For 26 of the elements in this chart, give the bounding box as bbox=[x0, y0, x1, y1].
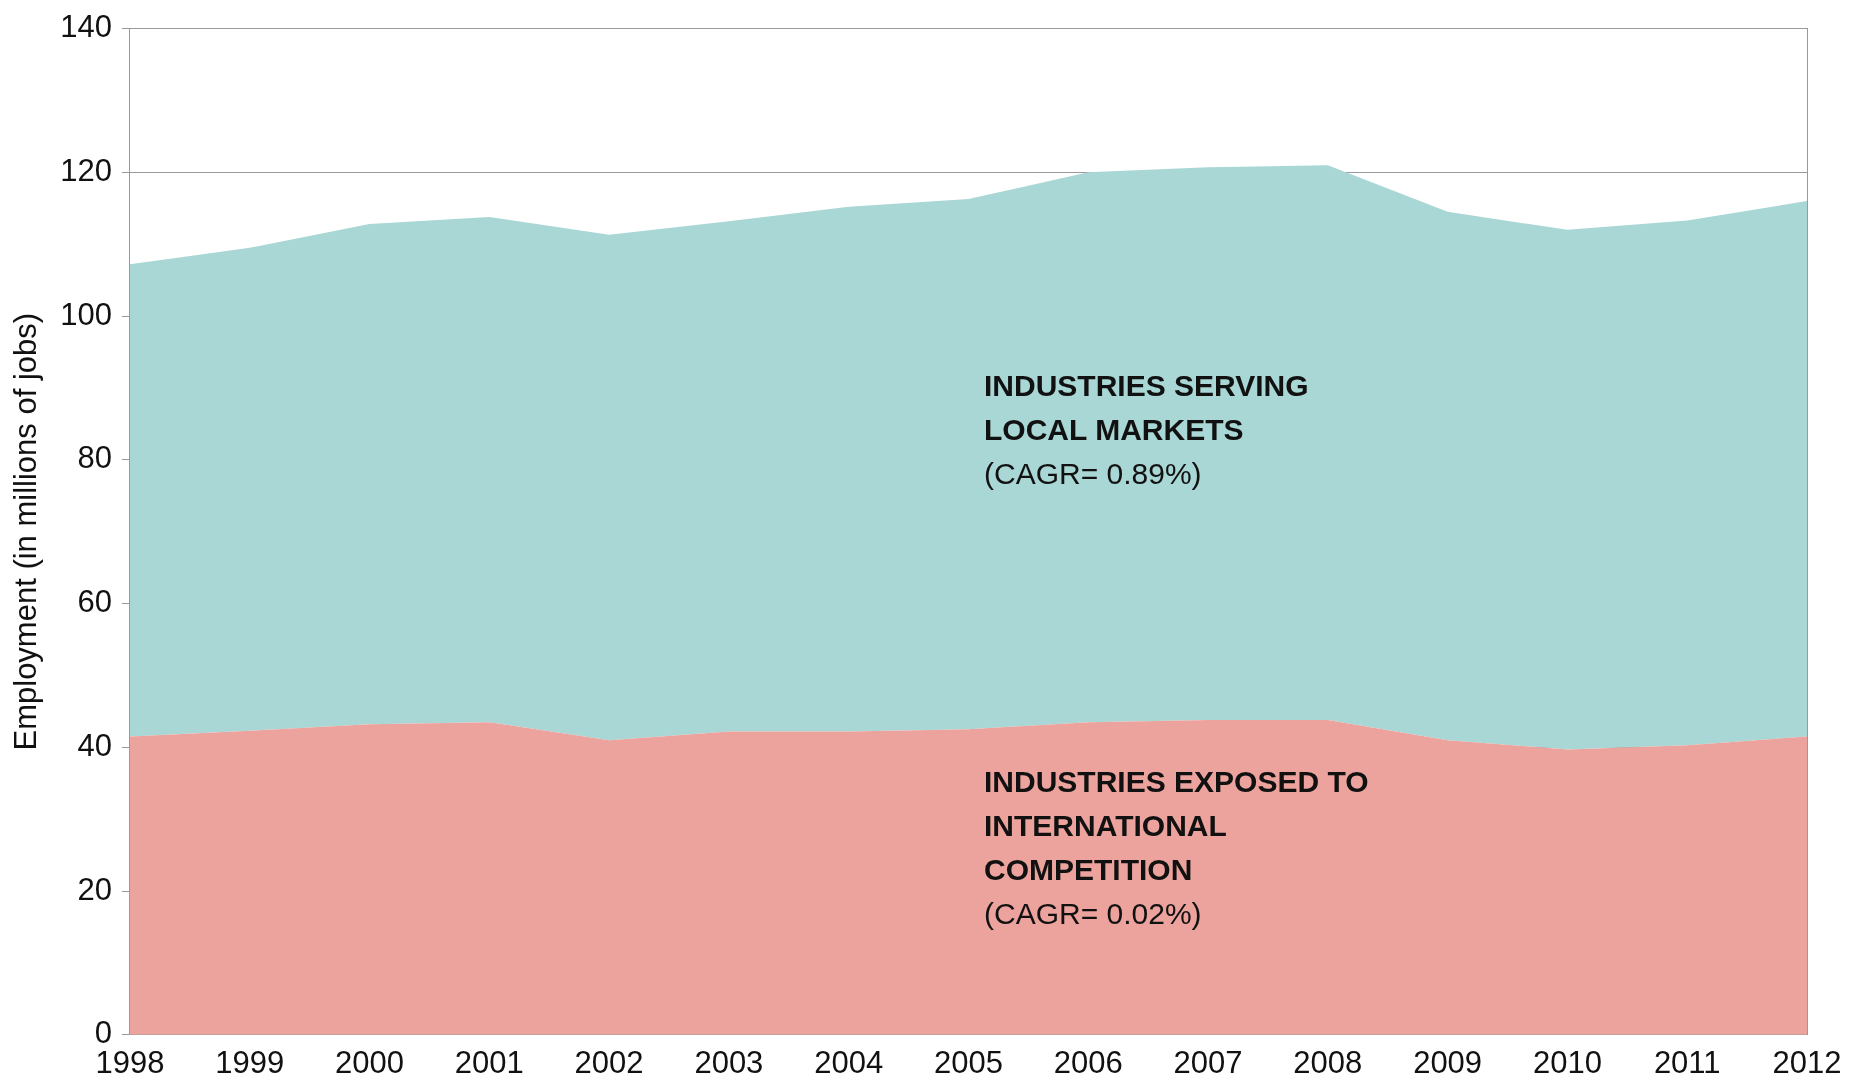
y-tick-label: 60 bbox=[77, 584, 112, 620]
x-tick-label: 2000 bbox=[335, 1044, 404, 1080]
x-tick-label: 2011 bbox=[1653, 1044, 1721, 1080]
y-tick-label: 20 bbox=[77, 871, 112, 907]
y-tick-label: 80 bbox=[77, 440, 112, 476]
x-tick-label: 2012 bbox=[1772, 1044, 1842, 1080]
x-tick-label: 2006 bbox=[1053, 1044, 1123, 1080]
x-tick-label: 2004 bbox=[814, 1044, 884, 1080]
x-tick-label: 2010 bbox=[1532, 1044, 1602, 1080]
series-label: INDUSTRIES EXPOSED TO INTERNATIONAL COMPETITION bbox=[984, 765, 1369, 887]
annotation: (CAGR= 0.89%) bbox=[984, 457, 1202, 491]
annotation: (CAGR= 0.02%) bbox=[984, 897, 1202, 931]
y-tick-label: 120 bbox=[60, 152, 112, 188]
x-tick-label: 2003 bbox=[694, 1044, 764, 1080]
x-tick-label: 2008 bbox=[1293, 1044, 1363, 1080]
y-tick-label: 140 bbox=[60, 9, 112, 45]
x-tick-label: 2009 bbox=[1413, 1044, 1483, 1080]
x-tick-label: 2002 bbox=[574, 1044, 644, 1080]
series-label: INDUSTRIES SERVING LOCAL MARKETS bbox=[984, 369, 1309, 447]
y-tick-label: 40 bbox=[77, 727, 112, 763]
y-axis-title: Employment (in millions of jobs) bbox=[8, 312, 44, 751]
x-tick-label: 2001 bbox=[454, 1044, 524, 1080]
y-tick-label: 100 bbox=[60, 296, 112, 332]
x-tick-label: 2007 bbox=[1173, 1044, 1243, 1080]
x-tick-label: 2005 bbox=[933, 1044, 1003, 1080]
x-tick-label: 1999 bbox=[215, 1044, 285, 1080]
